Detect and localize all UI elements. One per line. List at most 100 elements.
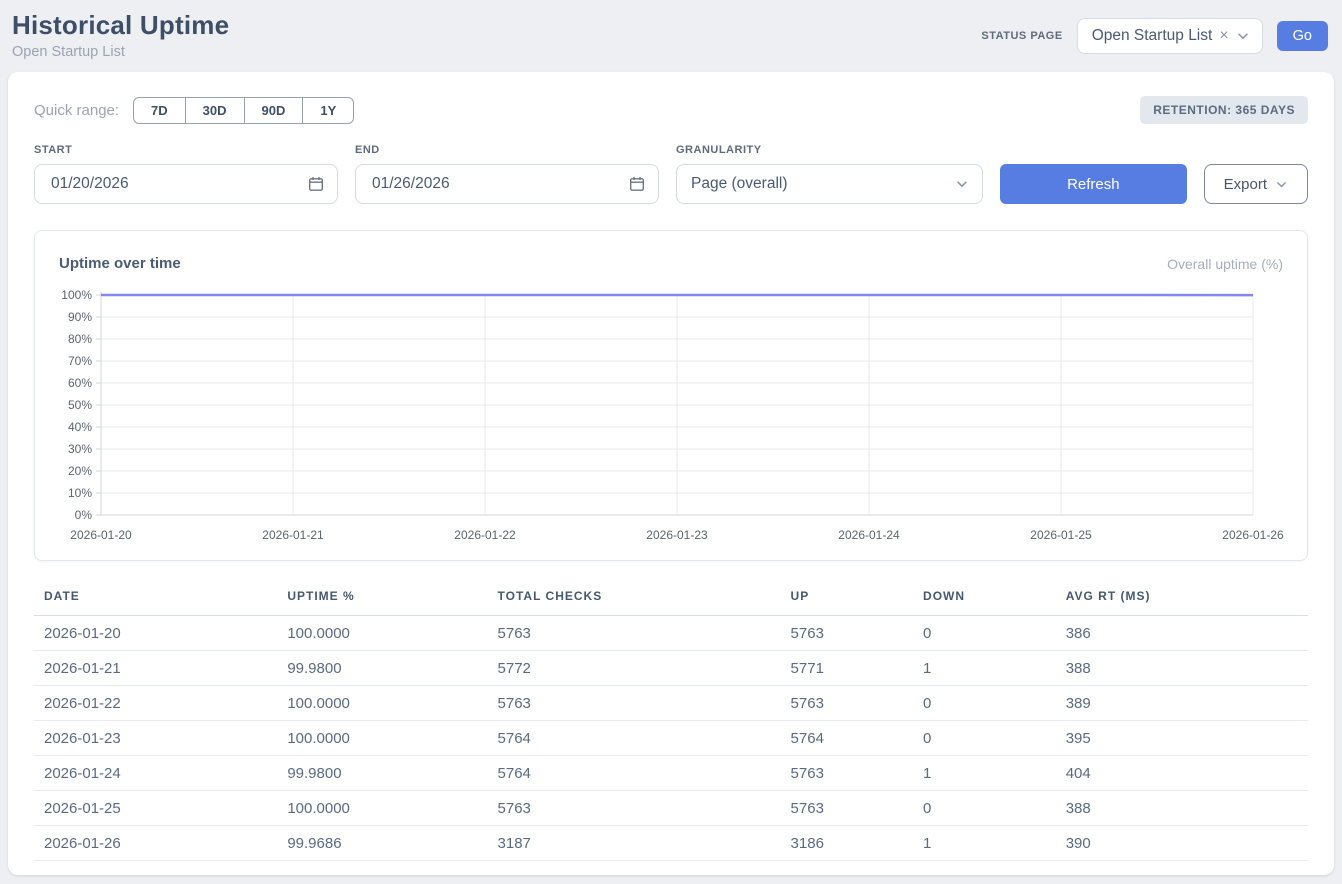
column-header: TOTAL CHECKS [488,585,781,616]
svg-text:30%: 30% [68,442,92,456]
svg-text:60%: 60% [68,376,92,390]
table-header-row: DATEUPTIME %TOTAL CHECKSUPDOWNAVG RT (MS… [34,585,1308,616]
table-cell: 99.9800 [277,756,487,791]
table-cell: 5764 [781,721,913,756]
table-cell: 0 [913,686,1056,721]
granularity-select[interactable]: Page (overall) [676,164,983,204]
table-cell: 5763 [781,686,913,721]
svg-text:10%: 10% [68,486,92,500]
table-row: 2026-01-2199.9800577257711388 [34,651,1308,686]
svg-text:50%: 50% [68,398,92,412]
svg-text:2026-01-20: 2026-01-20 [70,528,132,542]
status-page-select[interactable]: Open Startup List × [1077,18,1263,54]
refresh-button[interactable]: Refresh [1000,164,1187,204]
chevron-down-icon [1236,29,1250,43]
table-cell: 100.0000 [277,686,487,721]
table-cell: 5771 [781,651,913,686]
svg-text:20%: 20% [68,464,92,478]
table-cell: 5763 [781,616,913,651]
table-cell: 0 [913,721,1056,756]
quick-range-7d-button[interactable]: 7D [133,97,185,124]
svg-text:2026-01-25: 2026-01-25 [1030,528,1092,542]
svg-text:2026-01-26: 2026-01-26 [1222,528,1284,542]
svg-text:70%: 70% [68,354,92,368]
export-label: Export [1224,176,1267,193]
end-date-field: END [355,144,659,204]
quick-range-label: Quick range: [34,102,119,119]
table-cell: 5763 [488,616,781,651]
export-button[interactable]: Export [1204,164,1308,204]
go-button[interactable]: Go [1277,21,1328,51]
table-body: 2026-01-20100.00005763576303862026-01-21… [34,616,1308,861]
table-cell: 3186 [781,826,913,861]
table-cell: 1 [913,826,1056,861]
table-row: 2026-01-22100.0000576357630389 [34,686,1308,721]
table-row: 2026-01-2499.9800576457631404 [34,756,1308,791]
svg-text:90%: 90% [68,310,92,324]
column-header: DATE [34,585,277,616]
svg-text:0%: 0% [75,508,93,522]
uptime-line-chart: 0% 10% 20% 30% 40% 50% 60% 70% 80% 90% 100% 2026-01… [59,288,1285,546]
column-header: AVG RT (MS) [1056,585,1308,616]
column-header: DOWN [913,585,1056,616]
table-cell: 2026-01-20 [34,616,277,651]
start-date-value[interactable] [49,174,249,194]
chevron-down-icon [1275,178,1288,191]
table-cell: 99.9800 [277,651,487,686]
table-cell: 388 [1056,791,1308,826]
table-cell: 99.9686 [277,826,487,861]
daily-uptime-table: DATEUPTIME %TOTAL CHECKSUPDOWNAVG RT (MS… [34,585,1308,861]
table-cell: 5763 [488,791,781,826]
end-date-input[interactable] [355,164,659,204]
table-cell: 100.0000 [277,616,487,651]
page-subtitle: Open Startup List [12,44,229,60]
quick-range-90d-button[interactable]: 90D [244,97,303,124]
table-cell: 2026-01-26 [34,826,277,861]
table-row: 2026-01-2699.9686318731861390 [34,826,1308,861]
status-page-label: STATUS PAGE [981,30,1062,42]
retention-badge: RETENTION: 365 DAYS [1140,96,1308,124]
table-cell: 0 [913,791,1056,826]
table-cell: 389 [1056,686,1308,721]
table-cell: 1 [913,651,1056,686]
svg-text:2026-01-24: 2026-01-24 [838,528,900,542]
calendar-icon[interactable] [629,176,645,192]
svg-text:100%: 100% [61,288,92,302]
quick-range-button-group: 7D30D90D1Y [133,97,354,124]
table-cell: 390 [1056,826,1308,861]
end-label: END [355,144,659,156]
chart-header: Uptime over time Overall uptime (%) [59,255,1283,272]
table-cell: 386 [1056,616,1308,651]
table-row: 2026-01-20100.0000576357630386 [34,616,1308,651]
clear-selection-icon[interactable]: × [1219,28,1228,44]
table-cell: 404 [1056,756,1308,791]
status-page-controls: STATUS PAGE Open Startup List × Go [981,18,1328,54]
uptime-chart-card: Uptime over time Overall uptime (%) 0% 10… [34,230,1308,561]
table-cell: 1 [913,756,1056,791]
calendar-icon[interactable] [308,176,324,192]
table-cell: 100.0000 [277,791,487,826]
chevron-down-icon [955,177,969,191]
svg-text:2026-01-21: 2026-01-21 [262,528,324,542]
quick-range-1y-button[interactable]: 1Y [302,97,354,124]
table-cell: 5763 [488,686,781,721]
start-date-input[interactable] [34,164,338,204]
status-page-selected-value: Open Startup List [1092,27,1213,45]
quick-range-30d-button[interactable]: 30D [185,97,244,124]
granularity-field: GRANULARITY Page (overall) [676,144,983,204]
svg-text:40%: 40% [68,420,92,434]
quick-range-row: Quick range: 7D30D90D1Y RETENTION: 365 D… [34,96,1308,124]
table-cell: 2026-01-24 [34,756,277,791]
svg-text:2026-01-23: 2026-01-23 [646,528,708,542]
table-cell: 2026-01-23 [34,721,277,756]
chart-title: Uptime over time [59,255,181,272]
column-header: UP [781,585,913,616]
column-header: UPTIME % [277,585,487,616]
table-cell: 5764 [488,721,781,756]
top-bar: Historical Uptime Open Startup List STAT… [0,0,1342,64]
table-cell: 5763 [781,756,913,791]
granularity-label: GRANULARITY [676,144,983,156]
svg-text:80%: 80% [68,332,92,346]
end-date-value[interactable] [370,174,570,194]
table-row: 2026-01-25100.0000576357630388 [34,791,1308,826]
